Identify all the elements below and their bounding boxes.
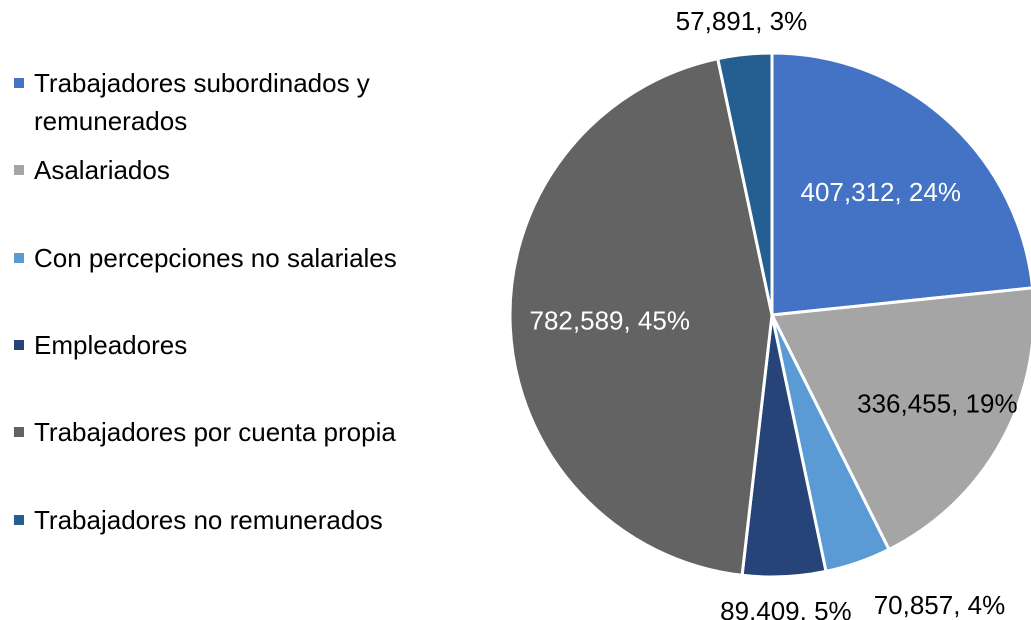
- pie-slice: [770, 51, 1031, 317]
- data-label: 782,589, 45%: [530, 306, 690, 336]
- legend-label: Trabajadores por cuenta propia: [34, 417, 396, 447]
- legend-label: Asalariados: [34, 155, 170, 185]
- legend-label: Con percepciones no salariales: [34, 243, 397, 273]
- pie-slice: [715, 51, 774, 316]
- data-label: 407,312, 24%: [801, 177, 961, 207]
- legend-swatch: [14, 427, 24, 437]
- legend-item: Trabajadores subordinados y remunerados: [10, 64, 474, 140]
- legend-item: Asalariados: [10, 151, 474, 189]
- legend-label: Trabajadores subordinados y remunerados: [34, 68, 370, 136]
- legend-swatch: [14, 515, 24, 525]
- legend-item: Con percepciones no salariales: [10, 239, 474, 277]
- data-label: 57,891, 3%: [676, 6, 808, 36]
- data-label: 70,857, 4%: [874, 590, 1006, 620]
- legend-item: Empleadores: [10, 326, 474, 364]
- pie-slice: [769, 286, 1031, 552]
- data-label: 89,409, 5%: [720, 596, 852, 620]
- legend-swatch: [14, 78, 24, 88]
- pie-slice: [508, 56, 774, 577]
- legend-item: Trabajadores por cuenta propia: [10, 413, 474, 451]
- data-label: 336,455, 19%: [857, 389, 1017, 419]
- legend-label: Empleadores: [34, 330, 188, 360]
- legend-swatch: [14, 253, 24, 263]
- legend-item: Trabajadores no remunerados: [10, 501, 474, 539]
- legend-label: Trabajadores no remunerados: [34, 505, 383, 535]
- legend-swatch: [14, 340, 24, 350]
- legend-swatch: [14, 165, 24, 175]
